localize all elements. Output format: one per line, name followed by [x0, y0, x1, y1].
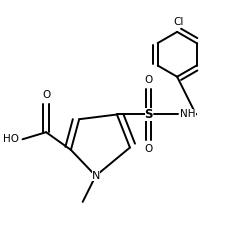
Text: HO: HO: [3, 134, 19, 144]
Text: O: O: [144, 75, 152, 85]
Text: S: S: [144, 108, 152, 121]
Text: O: O: [42, 90, 50, 100]
Text: NH: NH: [180, 109, 195, 120]
Text: N: N: [91, 171, 100, 181]
Text: Cl: Cl: [172, 17, 182, 27]
Text: O: O: [144, 144, 152, 154]
